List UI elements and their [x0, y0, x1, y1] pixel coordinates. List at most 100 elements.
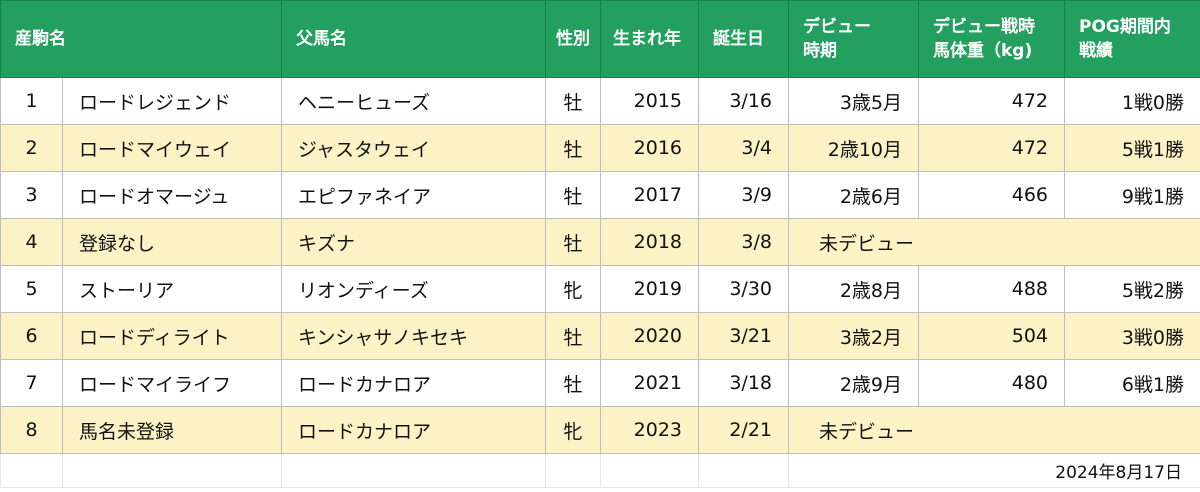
- birthday-cell: 3/8: [698, 218, 789, 266]
- row-number: 2: [0, 124, 63, 172]
- birth-year-cell: 2019: [600, 265, 699, 313]
- table-row: 3 ロードオマージュ エピファネイア 牡 2017 3/9 2歳6月 466 9…: [0, 171, 1200, 219]
- birthday-cell: 3/16: [698, 77, 789, 125]
- foal-name-cell: 登録なし: [62, 218, 282, 266]
- header-pog-record: POG期間内 戦績: [1064, 0, 1200, 78]
- header-debut-weight-line2: 馬体重（kg): [933, 41, 1033, 61]
- sire-cell: リオンディーズ: [281, 265, 546, 313]
- birth-year-cell: 2016: [600, 124, 699, 172]
- footer-empty-cell: [0, 453, 63, 488]
- debut-period-cell: 3歳2月: [788, 312, 919, 360]
- debut-weight-cell: 488: [918, 265, 1065, 313]
- footer-empty-cell: [545, 453, 601, 488]
- foal-name-cell: ロードレジェンド: [62, 77, 282, 125]
- footer-row: 2024年8月17日: [0, 453, 1200, 488]
- footer-empty-cell: [698, 453, 789, 488]
- table-row: 5 ストーリア リオンディーズ 牝 2019 3/30 2歳8月 488 5戦2…: [0, 265, 1200, 313]
- foal-name-cell: ストーリア: [62, 265, 282, 313]
- debut-period-cell: 2歳8月: [788, 265, 919, 313]
- birthday-cell: 3/4: [698, 124, 789, 172]
- table-row: 7 ロードマイライフ ロードカナロア 牡 2021 3/18 2歳9月 480 …: [0, 359, 1200, 407]
- no-debut-cell: 未デビュー: [788, 406, 1200, 454]
- birthday-cell: 3/30: [698, 265, 789, 313]
- debut-period-cell: 2歳6月: [788, 171, 919, 219]
- sex-cell: 牝: [545, 406, 601, 454]
- debut-period-cell: 2歳10月: [788, 124, 919, 172]
- sex-cell: 牝: [545, 265, 601, 313]
- birth-year-cell: 2018: [600, 218, 699, 266]
- sire-cell: ロードカナロア: [281, 406, 546, 454]
- pog-record-cell: 6戦1勝: [1064, 359, 1200, 407]
- sire-cell: エピファネイア: [281, 171, 546, 219]
- row-number: 8: [0, 406, 63, 454]
- sire-cell: ロードカナロア: [281, 359, 546, 407]
- row-number: 5: [0, 265, 63, 313]
- foal-name-cell: ロードオマージュ: [62, 171, 282, 219]
- birthday-cell: 3/21: [698, 312, 789, 360]
- sex-cell: 牡: [545, 312, 601, 360]
- header-pog-record-line1: POG期間内: [1079, 17, 1171, 37]
- debut-weight-cell: 504: [918, 312, 1065, 360]
- foal-name-cell: 馬名未登録: [62, 406, 282, 454]
- header-birth-year: 生まれ年: [600, 0, 699, 78]
- debut-period-cell: 2歳9月: [788, 359, 919, 407]
- pog-record-cell: 3戦0勝: [1064, 312, 1200, 360]
- header-row: 産駒名 父馬名 性別 生まれ年 誕生日 デビュー 時期 デビュー戦時 馬体重（k…: [0, 0, 1200, 78]
- birth-year-cell: 2023: [600, 406, 699, 454]
- table-row: 4 登録なし キズナ 牡 2018 3/8 未デビュー: [0, 218, 1200, 266]
- header-foal-name: 産駒名: [0, 0, 282, 78]
- sire-cell: キズナ: [281, 218, 546, 266]
- pog-record-cell: 1戦0勝: [1064, 77, 1200, 125]
- foal-name-cell: ロードマイウェイ: [62, 124, 282, 172]
- no-debut-cell: 未デビュー: [788, 218, 1200, 266]
- row-number: 3: [0, 171, 63, 219]
- header-sex: 性別: [545, 0, 601, 78]
- birth-year-cell: 2021: [600, 359, 699, 407]
- row-number: 4: [0, 218, 63, 266]
- header-pog-record-line2: 戦績: [1079, 41, 1113, 61]
- header-debut-period-line1: デビュー: [803, 17, 871, 37]
- footer-empty-cell: [600, 453, 699, 488]
- sire-cell: ジャスタウェイ: [281, 124, 546, 172]
- row-number: 7: [0, 359, 63, 407]
- sex-cell: 牡: [545, 124, 601, 172]
- birth-year-cell: 2020: [600, 312, 699, 360]
- pog-record-cell: 5戦1勝: [1064, 124, 1200, 172]
- birth-year-cell: 2017: [600, 171, 699, 219]
- birthday-cell: 2/21: [698, 406, 789, 454]
- sex-cell: 牡: [545, 359, 601, 407]
- sex-cell: 牡: [545, 218, 601, 266]
- footer-date: 2024年8月17日: [788, 453, 1200, 488]
- birthday-cell: 3/9: [698, 171, 789, 219]
- row-number: 6: [0, 312, 63, 360]
- table-row: 8 馬名未登録 ロードカナロア 牝 2023 2/21 未デビュー: [0, 406, 1200, 454]
- sex-cell: 牡: [545, 77, 601, 125]
- foal-name-cell: ロードディライト: [62, 312, 282, 360]
- pog-record-cell: 9戦1勝: [1064, 171, 1200, 219]
- table-row: 2 ロードマイウェイ ジャスタウェイ 牡 2016 3/4 2歳10月 472 …: [0, 124, 1200, 172]
- debut-period-cell: 3歳5月: [788, 77, 919, 125]
- header-birthday: 誕生日: [698, 0, 789, 78]
- foal-name-cell: ロードマイライフ: [62, 359, 282, 407]
- pog-record-cell: 5戦2勝: [1064, 265, 1200, 313]
- debut-weight-cell: 472: [918, 77, 1065, 125]
- debut-weight-cell: 466: [918, 171, 1065, 219]
- sex-cell: 牡: [545, 171, 601, 219]
- header-debut-weight-line1: デビュー戦時: [933, 17, 1035, 37]
- header-debut-period: デビュー 時期: [788, 0, 919, 78]
- footer-empty-cell: [281, 453, 546, 488]
- debut-weight-cell: 472: [918, 124, 1065, 172]
- footer-empty-cell: [62, 453, 282, 488]
- table-row: 6 ロードディライト キンシャサノキセキ 牡 2020 3/21 3歳2月 50…: [0, 312, 1200, 360]
- header-debut-period-line2: 時期: [803, 41, 837, 61]
- sire-cell: キンシャサノキセキ: [281, 312, 546, 360]
- birthday-cell: 3/18: [698, 359, 789, 407]
- sire-cell: ヘニーヒューズ: [281, 77, 546, 125]
- header-sire: 父馬名: [281, 0, 546, 78]
- table-row: 1 ロードレジェンド ヘニーヒューズ 牡 2015 3/16 3歳5月 472 …: [0, 77, 1200, 125]
- header-debut-weight: デビュー戦時 馬体重（kg): [918, 0, 1065, 78]
- debut-weight-cell: 480: [918, 359, 1065, 407]
- birth-year-cell: 2015: [600, 77, 699, 125]
- row-number: 1: [0, 77, 63, 125]
